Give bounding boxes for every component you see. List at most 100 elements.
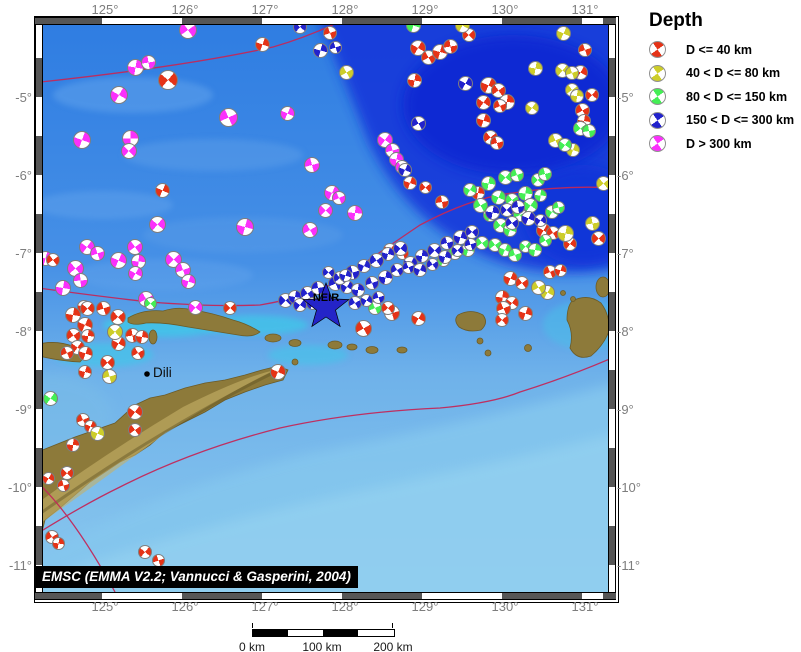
beachball-r [79,300,95,316]
beachball-g [538,167,552,181]
beachball-m [127,265,143,281]
beachball-m [304,157,320,173]
beachball-m [73,131,91,149]
frame-top [35,17,616,25]
beachball-y [584,215,600,231]
beachball-y [101,368,117,384]
beachball-b [392,240,408,256]
beachball-b [425,257,439,271]
beachball-m [332,191,346,205]
beachball-m [317,202,333,218]
beachball-r [578,43,592,57]
beachball-m [279,105,295,121]
beachball-r [493,99,507,113]
beachball-r [110,309,126,325]
islands [43,276,608,530]
beachball-g [508,248,522,262]
beachball-r [410,310,426,326]
beachball-r [95,300,111,316]
legend-label: 80 < D <= 150 km [686,89,788,104]
frame-left [35,25,43,592]
legend-rows: D <= 40 km 40 < D <= 80 km 80 < D <= 150 k… [643,38,801,156]
beachball-r [418,180,432,194]
beachball-y [555,25,571,41]
beachball-y [570,89,584,103]
beachball-b [311,281,325,295]
beachball-m [121,143,137,159]
beachball-b [398,163,412,177]
beachball-r [99,354,115,370]
tick-label: -11° [8,558,32,573]
beachball-r [65,307,81,323]
beachball-r [131,346,145,360]
tick-label: -6° [15,168,32,183]
beachball-b [484,204,500,220]
scale-seg [288,630,323,636]
beachball-r [323,26,337,40]
attribution-label: EMSC (EMMA V2.2; Vannucci & Gasperini, 2… [36,566,358,588]
beachball-r [354,319,372,337]
beachball-r [151,553,165,567]
beachball-b [457,75,473,91]
beachball-r [406,72,422,88]
beachball-legend-icon [649,41,666,59]
beachball-g [405,25,421,33]
island-wetar [127,307,261,337]
tick-label: -10° [617,480,641,495]
beachball-r [403,176,417,190]
tick-label: 125° [91,599,119,614]
beachball-r [158,70,178,90]
beachball-y [89,425,105,441]
beachball-y [525,101,539,115]
frame-bottom [35,592,616,600]
tick-label: -11° [617,558,641,573]
beachball-g [551,200,565,214]
beachball-m [110,86,128,104]
beachball-r [223,301,237,315]
focal-mechanism-layer [43,25,608,592]
tick-label: -9° [15,402,32,417]
beachball-r [490,82,506,98]
legend-label: D <= 40 km [686,42,753,57]
scale-label-100: 100 km [302,640,342,652]
beachball-g [528,243,542,257]
beachball-b [450,243,464,257]
beachball-g [475,236,489,250]
beachball-m [347,205,363,221]
beachball-g [143,296,157,310]
beachball-legend-icon [649,88,666,106]
beachball-b [438,250,452,264]
beachball-r [585,88,599,102]
beachball-b [293,25,307,34]
tick-label: 129° [411,599,439,614]
beachball-y [565,66,579,80]
beachball-b [293,298,307,312]
tick-label: 131° [571,599,599,614]
beachball-g [538,233,552,247]
frame-right [608,25,616,592]
legend-label: 150 < D <= 300 km [686,113,795,128]
legend-item: 40 < D <= 80 km [643,62,801,86]
tick-label: 127° [251,2,279,17]
scale-bar: 0 km 100 km 200 km [239,623,413,652]
beachball-r [442,38,458,54]
tick-label: -7° [15,246,32,261]
beachball-r [517,305,533,321]
tick-label: 125° [91,2,119,17]
beachball-b [368,252,384,268]
beachball-r [78,365,92,379]
scale-bar-segments [252,629,395,637]
beachball-legend-icon [649,111,666,129]
beachball-r [135,330,149,344]
legend-label: 40 < D <= 80 km [686,66,781,81]
beachball-g [463,183,477,197]
beachball-r [138,545,152,559]
beachball-b [312,42,328,58]
beachball-r [56,478,70,492]
island-tanimbar [566,297,608,358]
tick-label: 128° [331,2,359,17]
beachball-g [43,390,58,406]
legend-item: 80 < D <= 150 km [643,85,801,109]
beachball-y [530,279,546,295]
beachball-r [475,94,491,110]
